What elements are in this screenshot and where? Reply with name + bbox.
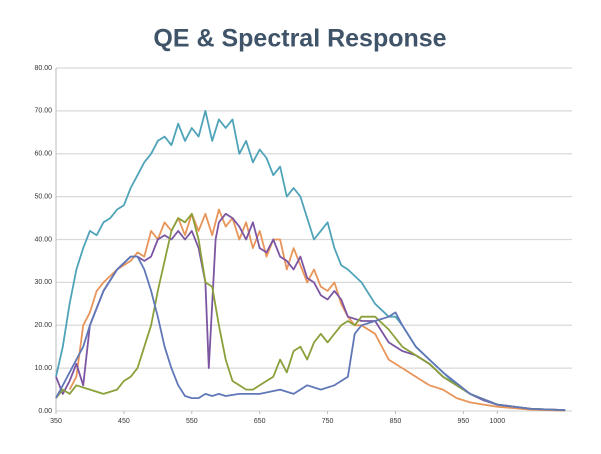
series-line bbox=[68, 208, 566, 412]
y-tick-label: 10.00 bbox=[34, 365, 52, 372]
series-line bbox=[55, 110, 566, 411]
x-tick-label: 950 bbox=[458, 418, 470, 425]
x-tick-label: 650 bbox=[254, 418, 266, 425]
y-tick-label: 80.00 bbox=[34, 65, 52, 72]
x-tick-label: 550 bbox=[186, 418, 198, 425]
y-tick-label: 20.00 bbox=[34, 322, 52, 329]
y-tick-label: 70.00 bbox=[34, 108, 52, 115]
x-tick-label: 350 bbox=[50, 418, 62, 425]
series-line bbox=[55, 212, 566, 411]
series-line bbox=[55, 212, 566, 411]
y-tick-label: 60.00 bbox=[34, 151, 52, 158]
x-tick-label: 1000 bbox=[490, 418, 506, 425]
x-tick-label: 850 bbox=[390, 418, 402, 425]
y-tick-label: 40.00 bbox=[34, 236, 52, 243]
chart-title: QE & Spectral Response bbox=[153, 25, 446, 53]
y-tick-label: 50.00 bbox=[34, 193, 52, 200]
x-tick-label: 450 bbox=[118, 418, 130, 425]
y-tick-label: 30.00 bbox=[34, 279, 52, 286]
x-tick-label: 750 bbox=[322, 418, 334, 425]
series-line bbox=[55, 255, 566, 411]
y-tick-label: 0.00 bbox=[38, 408, 52, 415]
